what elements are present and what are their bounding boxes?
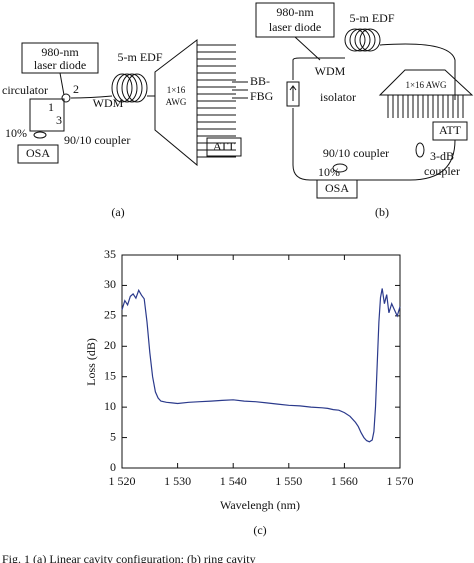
edf-label: 5-m EDF	[118, 50, 163, 64]
edf-coil	[111, 73, 148, 103]
diagram-b: 980-nm laser diode 5-m EDF WDM isolator …	[255, 2, 474, 219]
circulator-label: circulator	[2, 83, 48, 97]
y-tick-label: 25	[104, 308, 116, 322]
isolator-arrow	[289, 85, 297, 101]
y-axis-label: Loss (dB)	[84, 338, 98, 386]
fbg-label: FBG	[250, 89, 274, 103]
loss-line	[121, 288, 401, 443]
isolator-label: isolator	[320, 90, 356, 104]
isolator-box	[286, 81, 300, 107]
att-label: ATT	[213, 139, 236, 153]
laser-label: 980-nm	[41, 45, 79, 59]
chart: Wavelengh (nm) Loss (dB) (c) 0 5 10 15 20 25 3…	[84, 247, 414, 537]
att-box	[206, 137, 242, 157]
subfigure-label: (c)	[253, 523, 266, 537]
port-label: 2	[73, 82, 79, 96]
coupler-3db-label: 3-dB	[430, 149, 454, 163]
subfigure-label: (a)	[111, 205, 124, 219]
osa-label: OSA	[325, 181, 349, 195]
coupler-3db	[415, 142, 425, 158]
x-tick-label: 1 570	[387, 474, 414, 488]
coupler-label: 90/10 coupler	[323, 146, 389, 160]
awg	[378, 69, 474, 96]
coupler-label: 90/10 coupler	[64, 133, 130, 147]
x-tick-label: 1 520	[109, 474, 136, 488]
subfigure-label: (b)	[375, 205, 389, 219]
circulator	[61, 93, 71, 103]
port-label: 1	[48, 100, 54, 114]
caption: Fig. 1 (a) Linear cavity configuration; …	[2, 552, 256, 563]
x-tick-label: 1 550	[275, 474, 302, 488]
diagram-a: 980-nm laser diode 5-m EDF circulator 2 …	[2, 38, 274, 219]
coupler	[33, 131, 47, 139]
laser-label: laser diode	[269, 20, 321, 34]
wdm-label: WDM	[93, 96, 124, 110]
y-tick-label: 35	[104, 247, 116, 261]
osa-box	[17, 144, 59, 164]
fiber	[59, 72, 155, 99]
osa-box	[316, 179, 358, 199]
loop	[29, 98, 65, 132]
edf-coil	[344, 28, 381, 52]
awg-label: 1×16 AWG	[405, 80, 447, 90]
att-box	[432, 121, 468, 141]
osa-label: OSA	[26, 146, 50, 160]
port-label: 3	[56, 113, 62, 127]
tap-label: 10%	[5, 126, 27, 140]
x-tick-label: 1 530	[164, 474, 191, 488]
awg-label: 1×16	[167, 85, 186, 95]
fbg-label: BB-	[250, 74, 270, 88]
y-tick-label: 10	[104, 399, 116, 413]
att-label: ATT	[439, 123, 462, 137]
x-tick-label: 1 560	[331, 474, 358, 488]
laser-label: laser diode	[34, 58, 86, 72]
y-tick-label: 15	[104, 368, 116, 382]
ring	[292, 36, 456, 181]
coupler	[332, 163, 348, 173]
edf-label: 5-m EDF	[350, 11, 395, 25]
tap-label: 10%	[318, 165, 340, 179]
x-tick-label: 1 540	[220, 474, 247, 488]
awg	[154, 38, 198, 167]
y-tick-label: 0	[110, 460, 116, 474]
plot-frame	[121, 254, 401, 469]
awg-outputs	[387, 95, 464, 118]
y-tick-label: 20	[104, 338, 116, 352]
y-tick-label: 5	[110, 429, 116, 443]
awg-label: AWG	[166, 97, 187, 107]
wdm-label: WDM	[315, 64, 346, 78]
y-tick-label: 30	[104, 277, 116, 291]
coupler-3db-label: coupler	[424, 164, 460, 178]
laser-label: 980-nm	[276, 5, 314, 19]
x-axis-label: Wavelengh (nm)	[220, 498, 300, 512]
awg-outputs	[197, 44, 248, 158]
